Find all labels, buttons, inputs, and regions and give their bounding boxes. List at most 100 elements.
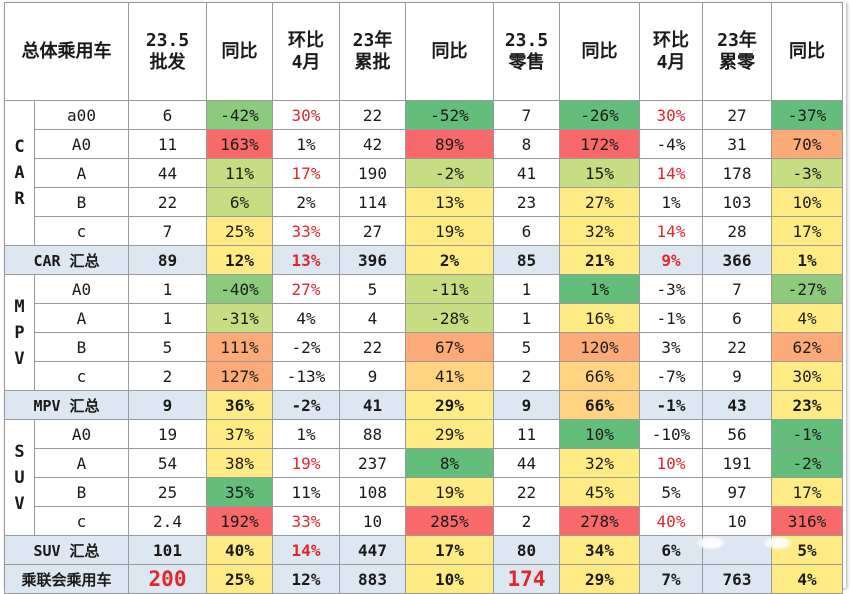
cell-rc: 7: [702, 274, 772, 304]
cell-rcy: 62%: [771, 332, 843, 362]
cell-rcy: 4%: [771, 564, 843, 594]
header-rm: 环比 4月: [639, 2, 703, 101]
cell-rm: -4%: [639, 129, 703, 159]
cell-rcy: -37%: [771, 100, 843, 130]
cell-wm: 1%: [272, 129, 340, 159]
header-ry: 同比: [559, 2, 640, 101]
cell-cum: 41: [339, 390, 406, 420]
cell-wm: 27%: [272, 274, 340, 304]
table-row: M P V A0 1 -40% 27% 5 -11% 1 1% -3% 7 -27%: [4, 274, 843, 391]
cell-rcy: -1%: [771, 419, 843, 449]
cell-rcy: 17%: [771, 477, 843, 507]
cell-ry: 66%: [559, 361, 640, 391]
cell-cum: 237: [339, 448, 406, 478]
cell-wy: 25%: [206, 216, 273, 246]
header-wm-line-1: 环比: [288, 29, 324, 51]
cell-rc: 28: [702, 216, 772, 246]
table-row: S U V A0 19 37% 1% 88 29% 11 10% -10% 56 -1%: [4, 419, 843, 536]
cell-rm: 40%: [639, 506, 703, 536]
cell-rcy: -27%: [771, 274, 843, 304]
cell-rm: 5%: [639, 477, 703, 507]
cell-wh: 9: [128, 390, 207, 420]
cell-rt: 23: [493, 187, 560, 217]
total-row: CAR 汇总 89 12% 13% 396 2% 85 21% 9% 366 1%: [4, 245, 843, 275]
cell-ry: 34%: [559, 535, 640, 565]
cell-rm: 7%: [639, 564, 703, 594]
cell-cum: 22: [339, 332, 406, 362]
cell-cum: 9: [339, 361, 406, 391]
cell-wy: -40%: [206, 274, 273, 304]
table-row: B 22 6% 2% 114 13% 23 27% 1% 103 10%: [5, 187, 843, 217]
header-rt: 23.5 零售: [493, 2, 560, 101]
header-ry-line-1: 同比: [581, 40, 618, 62]
cell-rc: 6: [702, 303, 772, 333]
group-label-char: M: [14, 296, 25, 317]
cell-wm: 19%: [272, 448, 340, 478]
cell-ry: 15%: [559, 158, 640, 188]
cell-cum: 4: [339, 303, 406, 333]
total-row: SUV 汇总 101 40% 14% 447 17% 80 34% 6% 5%: [4, 535, 843, 565]
header-wh-line-1: 23.5: [145, 29, 190, 51]
header-cy: 同比: [405, 2, 494, 101]
cell-rc: 31: [702, 129, 772, 159]
cell-rc: 9: [702, 361, 772, 391]
cell-rm: -1%: [639, 390, 703, 420]
cell-cy: 19%: [405, 477, 494, 507]
cell-rt: 7: [493, 100, 560, 130]
cell-wm: -2%: [272, 390, 340, 420]
cell-cum: 10: [339, 506, 406, 536]
cell-wy: -31%: [206, 303, 273, 333]
cell-rcy: 17%: [771, 216, 843, 246]
passenger-car-sales-table: 总体乘用车 23.5 批发 同比 环比 4月 23年 累批 同比 23.5 零售 同比 环比 4月 23年累…: [4, 2, 843, 594]
cell-wy: 35%: [206, 477, 273, 507]
segment-label: a00: [34, 100, 129, 130]
cell-cy: 8%: [405, 448, 494, 478]
header-row: 总体乘用车 23.5 批发 同比 环比 4月 23年 累批 同比 23.5 零售 同比 环比 4月 23年累…: [4, 2, 843, 101]
cell-rcy: -2%: [771, 448, 843, 478]
cell-rt: 6: [493, 216, 560, 246]
cell-cum: 5: [339, 274, 406, 304]
cell-ry: 32%: [559, 216, 640, 246]
cell-cum: 190: [339, 158, 406, 188]
cell-wh: 25: [128, 477, 207, 507]
cell-cy: -52%: [405, 100, 494, 130]
group-label-char: V: [14, 348, 25, 369]
header-cum: 23年 累批: [339, 2, 406, 101]
group-label-char: P: [14, 322, 25, 343]
cell-rcy: 70%: [771, 129, 843, 159]
sales-table-sheet: 总体乘用车 23.5 批发 同比 环比 4月 23年 累批 同比 23.5 零售 同比 环比 4月 23年累…: [4, 2, 846, 594]
cell-rcy: 10%: [771, 187, 843, 217]
cell-rm: 9%: [639, 245, 703, 275]
cell-rc: 10: [702, 506, 772, 536]
segment-label: A: [34, 158, 129, 188]
group-label-char: R: [14, 189, 25, 209]
cell-cy: 89%: [405, 129, 494, 159]
segment-label: A: [34, 303, 129, 333]
table-row: c 2 127% -13% 9 41% 2 66% -7% 9 30%: [5, 361, 843, 391]
cell-ry: 172%: [559, 129, 640, 159]
cell-wm: -2%: [272, 332, 340, 362]
cell-wm: 4%: [272, 303, 340, 333]
cell-cy: 10%: [405, 564, 494, 594]
group-label-char: V: [14, 493, 25, 514]
header-cy-line-1: 同比: [431, 40, 468, 62]
cell-wh: 7: [128, 216, 207, 246]
header-rc-line-1: 23年: [717, 29, 757, 51]
cell-rm: 30%: [639, 100, 703, 130]
cell-wm: 12%: [272, 564, 340, 594]
cell-rt: 9: [493, 390, 560, 420]
table-row: A 44 11% 17% 190 -2% 41 15% 14% 178 -3%: [5, 158, 843, 188]
cell-wm: -13%: [272, 361, 340, 391]
cell-wm: 11%: [272, 477, 340, 507]
cell-ry: 27%: [559, 187, 640, 217]
cell-wh: 44: [128, 158, 207, 188]
group-label-char: S: [14, 441, 25, 462]
group-label-char: C: [14, 137, 25, 157]
cell-wm: 33%: [272, 506, 340, 536]
cell-ry: -26%: [559, 100, 640, 130]
cell-ry: 1%: [559, 274, 640, 304]
header-wh: 23.5 批发: [128, 2, 207, 101]
header-wm-line-2: 4月: [291, 51, 321, 73]
